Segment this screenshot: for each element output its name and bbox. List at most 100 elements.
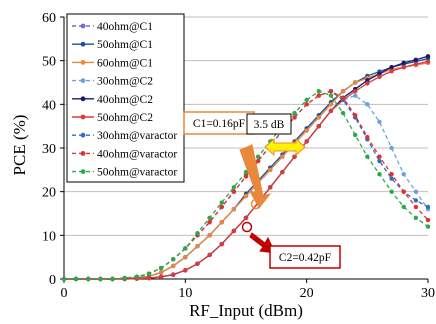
data-point [268, 185, 273, 190]
data-point [353, 89, 358, 94]
data-point [219, 200, 224, 205]
legend-label: 50ohm@varactor [97, 167, 177, 179]
data-point [401, 172, 406, 177]
data-point [304, 102, 309, 107]
data-point [413, 198, 419, 203]
x-axis-label: RF_Input (dBm) [189, 301, 303, 320]
c2-arrow [249, 232, 276, 254]
x-tick-label: 20 [300, 286, 314, 301]
data-point [377, 172, 382, 177]
data-point [207, 220, 212, 225]
series-50ohm-c2 [61, 59, 431, 282]
c1-marker-circle [250, 198, 262, 210]
data-point [340, 95, 346, 100]
data-point [413, 189, 419, 194]
legend-swatch-marker [80, 169, 86, 175]
data-point [231, 206, 237, 212]
data-point [377, 74, 382, 80]
data-point [365, 102, 370, 107]
c2-label-box [269, 245, 341, 269]
data-point [219, 204, 224, 210]
legend-swatch-marker [80, 151, 86, 156]
legend: 40ohm@C1 50ohm@C1 60ohm@C1 30ohm@C2 40ohm@C2… [66, 13, 185, 183]
x-tick-label: 10 [178, 286, 192, 301]
data-point [377, 158, 382, 164]
legend-label: 40ohm@C1 [97, 21, 153, 33]
data-point [268, 167, 273, 173]
data-point [413, 57, 419, 62]
y-tick-label: 0 [49, 273, 56, 288]
data-point [292, 115, 297, 120]
legend-label: 40ohm@varactor [97, 148, 177, 160]
data-point [171, 263, 176, 269]
data-point [158, 265, 164, 271]
data-point [304, 97, 309, 103]
data-point [207, 233, 212, 238]
data-point [110, 276, 115, 282]
data-point [146, 275, 152, 281]
data-point [425, 204, 431, 210]
y-tick-label: 20 [42, 186, 56, 201]
data-point [183, 246, 188, 251]
data-point [413, 61, 419, 67]
data-point [195, 244, 200, 249]
data-point [243, 193, 249, 199]
data-point [61, 276, 67, 282]
data-point [413, 204, 419, 210]
data-point [316, 93, 321, 98]
data-point [280, 169, 285, 175]
data-point [219, 241, 224, 247]
data-point [353, 132, 358, 138]
data-point [425, 217, 431, 223]
data-point [340, 110, 346, 116]
data-point [401, 65, 406, 70]
data-point [171, 257, 176, 262]
data-point [377, 154, 382, 159]
db-double-arrow [264, 137, 306, 157]
series-group [61, 54, 431, 282]
data-point [401, 60, 406, 66]
c2-marker-circle [241, 221, 253, 233]
data-point [353, 93, 358, 98]
data-point [304, 128, 309, 133]
y-tick-label: 40 [42, 98, 56, 113]
c1-arrow [239, 144, 272, 209]
legend-swatch-marker [80, 96, 86, 102]
data-point [134, 274, 139, 280]
data-point [171, 272, 176, 277]
data-point [146, 271, 152, 276]
y-axis-label: PCE (%) [10, 115, 29, 176]
data-point [122, 275, 127, 281]
data-point [389, 189, 394, 194]
legend-swatch-marker [80, 132, 86, 138]
data-point [195, 230, 200, 236]
data-point [98, 276, 103, 282]
c2-label: C2=0.42pF [279, 252, 331, 264]
data-point [86, 276, 91, 282]
data-point [183, 268, 188, 273]
data-point [316, 89, 321, 94]
data-point [425, 54, 431, 59]
legend-label: 30ohm@varactor [97, 130, 177, 142]
data-point [231, 228, 237, 234]
data-point [328, 89, 334, 94]
db-label-box [246, 113, 292, 135]
data-point [365, 81, 370, 86]
data-point [73, 276, 79, 282]
data-point [231, 189, 237, 194]
data-point [353, 80, 358, 85]
data-point [377, 71, 382, 76]
data-point [280, 154, 285, 159]
data-point [158, 270, 164, 275]
legend-swatch-marker [80, 23, 86, 29]
y-tick-label: 60 [42, 11, 56, 26]
y-tick-label: 10 [42, 229, 56, 244]
data-point [389, 172, 394, 177]
data-point [316, 123, 321, 129]
series-50ohm-varactor [61, 89, 431, 282]
legend-swatch-marker [80, 60, 86, 65]
legend-label: 40ohm@C2 [97, 94, 153, 106]
data-point [316, 115, 321, 120]
legend-swatch-marker [80, 78, 86, 83]
